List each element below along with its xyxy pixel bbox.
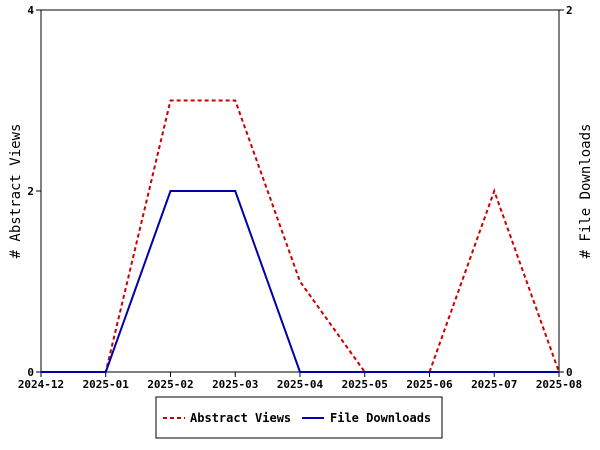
series-line-abstract-views xyxy=(41,99,560,373)
x-tick-label: 2025-06 xyxy=(406,378,453,391)
y2-tick-label: 2 xyxy=(566,4,573,17)
series-line-file-downloads xyxy=(41,190,559,373)
legend-label-file-downloads: File Downloads xyxy=(330,411,431,425)
x-tick-label: 2025-01 xyxy=(83,378,130,391)
legend-box xyxy=(155,396,443,439)
x-tick-label: 2025-03 xyxy=(212,378,258,391)
y2-axis-title: # File Downloads xyxy=(578,124,594,259)
y-tick-label: 4 xyxy=(27,4,34,17)
x-axis-ticks: 2024-12 2025-01 2025-02 2025-03 2025-04 2025-… xyxy=(18,372,582,391)
legend: Abstract Views File Downloads xyxy=(155,396,443,439)
x-tick-label: 2025-05 xyxy=(342,378,388,391)
y-tick-label: 0 xyxy=(27,366,34,379)
y-axis-title: # Abstract Views xyxy=(8,124,24,259)
legend-label-abstract-views: Abstract Views xyxy=(190,411,291,425)
x-tick-label: 2025-02 xyxy=(147,378,193,391)
x-tick-label: 2025-07 xyxy=(471,378,517,391)
series-layer xyxy=(41,99,560,373)
y2-axis-ticks: 02 xyxy=(559,4,573,379)
y2-tick-label: 0 xyxy=(566,366,573,379)
x-tick-label: 2025-04 xyxy=(277,378,324,391)
x-tick-label: 2025-08 xyxy=(536,378,582,391)
y-axis-ticks: 0 2 4 xyxy=(27,4,41,379)
y-tick-label: 2 xyxy=(27,185,34,198)
x-tick-label: 2024-12 xyxy=(18,378,64,391)
